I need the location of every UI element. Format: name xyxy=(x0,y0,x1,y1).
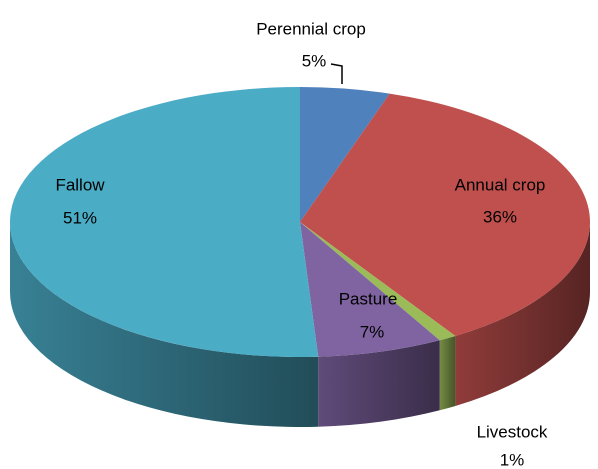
category-label: Pasture xyxy=(339,289,398,308)
pie-tops xyxy=(9,87,591,358)
pie-slice xyxy=(300,93,591,336)
value-label: 5% xyxy=(302,51,327,70)
pie-side xyxy=(318,340,440,427)
category-label: Perennial crop xyxy=(256,19,366,38)
pie-sides xyxy=(10,222,590,427)
value-label: 1% xyxy=(500,450,525,469)
pie-side xyxy=(10,222,319,427)
pie-side xyxy=(439,335,456,411)
pie-slice xyxy=(300,87,390,222)
value-label: 7% xyxy=(360,322,385,341)
labels: Perennial crop 5% Annual crop 36% Livestock 1… xyxy=(55,19,547,469)
value-label: 51% xyxy=(63,208,97,227)
pie-slice xyxy=(300,222,456,341)
value-label: 36% xyxy=(483,207,517,226)
pie-slice xyxy=(300,222,440,357)
category-label: Livestock xyxy=(477,422,548,441)
category-label: Annual crop xyxy=(455,175,546,194)
pie-slice xyxy=(9,87,319,358)
category-label: Fallow xyxy=(55,175,105,194)
leader-line xyxy=(330,63,343,84)
pie-side xyxy=(455,222,590,406)
